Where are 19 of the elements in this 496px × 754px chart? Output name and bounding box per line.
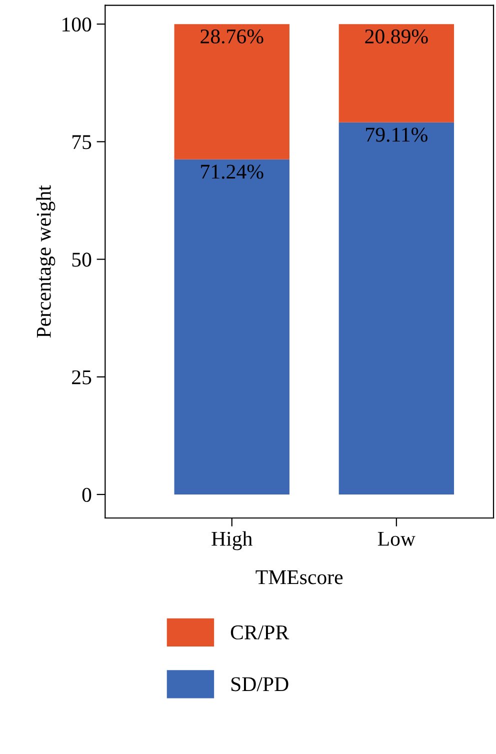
legend-label: SD/PD [231,677,288,692]
x-tick-label: High [212,531,252,550]
y-tick-label: 25 [72,370,92,384]
legend-label: CR/PR [230,625,290,640]
bar [338,122,454,494]
y-tick-label: 100 [62,17,92,32]
y-tick-label: 0 [82,488,92,502]
x-tick-label: Low [378,532,416,546]
y-tick-label: 75 [72,135,92,150]
y-tick-label: 50 [72,252,92,267]
data-label: 79.11% [366,128,428,142]
data-label: 20.89% [365,29,428,44]
data-label: 71.24% [201,164,264,179]
x-axis-title: TMEscore [256,570,343,584]
y-axis-title: Percentage weight [36,185,56,338]
bar [174,159,290,494]
bar [174,24,290,160]
bar [338,24,454,122]
data-label: 28.76% [200,29,264,44]
